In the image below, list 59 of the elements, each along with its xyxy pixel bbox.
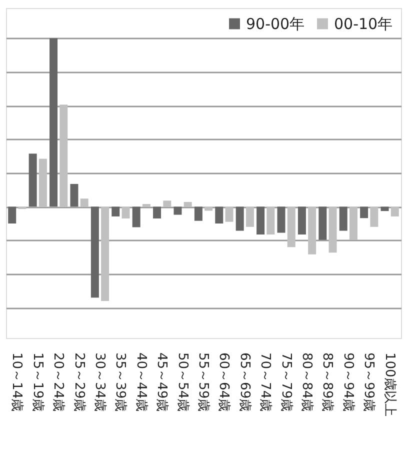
bar bbox=[50, 38, 58, 207]
bar bbox=[90, 206, 99, 298]
bar bbox=[225, 206, 234, 222]
bar bbox=[308, 206, 316, 254]
bar bbox=[318, 206, 327, 240]
legend-label: 00-10年 bbox=[334, 14, 393, 33]
bar bbox=[236, 206, 244, 231]
bar bbox=[390, 206, 399, 216]
bar bbox=[360, 206, 368, 218]
bar bbox=[380, 206, 389, 212]
x-tick-label: 60～64歳 bbox=[216, 352, 232, 412]
bar bbox=[328, 206, 337, 253]
x-tick-label: 90～94歳 bbox=[340, 352, 356, 412]
bar bbox=[132, 206, 140, 228]
bar bbox=[215, 206, 224, 224]
x-tick-label: 20～24歳 bbox=[50, 352, 66, 412]
x-tick-label: 40～44歳 bbox=[133, 352, 148, 412]
bar bbox=[70, 184, 78, 207]
bar bbox=[28, 154, 37, 207]
x-tick-label: 75～79歳 bbox=[278, 352, 294, 412]
x-tick-label: 100歳以上 bbox=[382, 352, 397, 416]
x-tick-label: 45～49歳 bbox=[154, 352, 170, 412]
bar bbox=[122, 206, 130, 218]
bar bbox=[142, 204, 150, 207]
x-tick-label: 70～74歳 bbox=[258, 352, 273, 412]
bar bbox=[298, 206, 306, 234]
bar bbox=[18, 206, 26, 210]
bar bbox=[266, 206, 275, 234]
bar bbox=[246, 206, 254, 227]
bar bbox=[174, 206, 182, 215]
bar bbox=[101, 206, 110, 301]
bar bbox=[8, 206, 16, 224]
x-tick-label: 25～29歳 bbox=[71, 352, 86, 412]
x-tick-label: 65～69歳 bbox=[236, 352, 252, 412]
bar bbox=[339, 206, 348, 231]
bar bbox=[163, 200, 172, 207]
bar bbox=[38, 158, 47, 207]
bar bbox=[370, 206, 378, 227]
bar bbox=[287, 206, 296, 248]
x-tick-label: 50～54歳 bbox=[174, 352, 190, 412]
bar bbox=[256, 206, 265, 234]
x-tick-label: 95～99歳 bbox=[361, 352, 376, 412]
bar bbox=[194, 206, 202, 221]
bar bbox=[112, 206, 120, 216]
bar bbox=[277, 206, 286, 233]
x-tick-label: 80～84歳 bbox=[299, 352, 314, 412]
legend-label: 90-00年 bbox=[246, 14, 305, 33]
bar bbox=[184, 202, 192, 207]
x-tick-label: 30～34歳 bbox=[92, 352, 107, 412]
bar bbox=[349, 206, 358, 240]
bar bbox=[60, 104, 68, 207]
x-tick-label: 15～19歳 bbox=[30, 352, 45, 412]
bar bbox=[80, 198, 88, 207]
x-tick-label: 35～39歳 bbox=[112, 352, 128, 412]
x-tick-label: 55～59歳 bbox=[196, 352, 210, 412]
bar bbox=[204, 206, 213, 211]
x-tick-label: 10～14歳 bbox=[9, 352, 24, 412]
bar bbox=[153, 206, 162, 218]
x-tick-label: 85～89歳 bbox=[320, 352, 335, 412]
